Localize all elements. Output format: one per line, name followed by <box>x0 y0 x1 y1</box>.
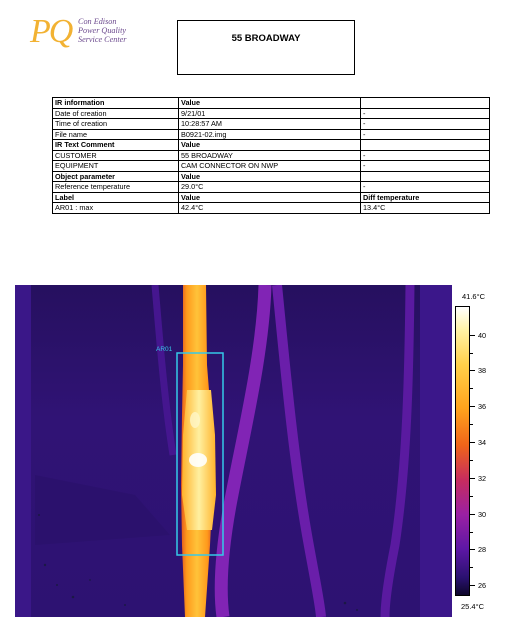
table-cell-extra: 13.4°C <box>360 202 490 214</box>
scale-tick-label: 34 <box>478 438 487 448</box>
scale-minor-tick <box>470 459 473 461</box>
scale-minor-tick <box>470 388 473 390</box>
scale-tick-label: 36 <box>478 402 487 412</box>
table-cell-label: Time of creation <box>52 118 179 130</box>
table-cell-label: Object parameter <box>52 170 179 182</box>
scale-tick-label: 40 <box>478 330 487 340</box>
report-title-box: 55 BROADWAY <box>177 20 355 75</box>
table-row: File name B0921-02.img - <box>52 128 490 140</box>
temperature-scale-axis: 40 38 36 34 32 30 28 26 <box>470 306 500 596</box>
hot-spot <box>189 453 207 467</box>
table-cell-extra: Diff temperature <box>360 191 490 203</box>
con-edison-pq-logo: PQ Con Edison Power Quality Service Cent… <box>30 14 150 54</box>
table-header-row: IR information Value <box>52 97 490 109</box>
table-cell-extra <box>360 97 490 109</box>
table-cell-value: 42.4°C <box>178 202 361 214</box>
table-header-row: Object parameter Value <box>52 170 490 182</box>
scale-minor-tick <box>470 352 473 354</box>
scale-max-label: 41.6°C <box>462 292 486 301</box>
left-wall <box>15 285 31 617</box>
thermal-scene: AR01 <box>15 285 452 617</box>
scale-tick <box>470 513 475 515</box>
table-cell-value: 29.0°C <box>178 181 361 193</box>
table-cell-value: Value <box>178 139 361 151</box>
thermal-image: AR01 <box>15 285 452 617</box>
ar01-label: AR01 <box>156 346 173 353</box>
scale-tick-label: 30 <box>478 509 487 519</box>
table-cell-value: B0921-02.img <box>178 128 361 140</box>
background-noise <box>38 514 358 611</box>
scale-minor-tick <box>470 567 473 569</box>
secondary-cable-2 <box>272 285 326 617</box>
table-cell-label: File name <box>52 128 179 140</box>
logo-mark: PQ <box>30 13 73 50</box>
table-cell-label: Reference temperature <box>52 181 179 193</box>
table-header-row: Label Value Diff temperature <box>52 191 490 203</box>
scale-tick <box>470 585 475 587</box>
table-row: CUSTOMER 55 BROADWAY - <box>52 149 490 161</box>
scale-minor-tick <box>470 495 473 497</box>
table-cell-label: Date of creation <box>52 107 179 119</box>
scale-tick-label: 28 <box>478 545 487 555</box>
ir-info-table: IR information Value Date of creation 9/21/… <box>52 97 490 214</box>
table-row: EQUIPMENT CAM CONNECTOR ON NWP - <box>52 160 490 172</box>
table-cell-label: EQUIPMENT <box>52 160 179 172</box>
table-row: Date of creation 9/21/01- <box>52 107 490 119</box>
table-cell-extra: - <box>360 107 490 119</box>
hot-spot-upper <box>190 412 200 428</box>
table-cell-extra: - <box>360 160 490 172</box>
scale-tick <box>470 370 475 372</box>
table-cell-label: IR Text Comment <box>52 139 179 151</box>
scale-minor-tick <box>470 531 473 533</box>
table-cell-value: Value <box>178 97 361 109</box>
scale-tick-label: 32 <box>478 473 487 483</box>
logo-line-1: Con Edison <box>78 17 117 26</box>
table-cell-value: 9/21/01 <box>178 107 361 119</box>
table-cell-value: Value <box>178 191 361 203</box>
logo-line-2: Power Quality <box>78 26 126 35</box>
table-cell-extra <box>360 170 490 182</box>
scale-tick-label: 38 <box>478 366 487 376</box>
table-row: Time of creation 10:28:57 AM - <box>52 118 490 130</box>
table-cell-value: 55 BROADWAY <box>178 149 361 161</box>
logo-line-3: Service Center <box>78 35 127 44</box>
scale-tick <box>470 406 475 408</box>
faint-cable <box>151 285 177 456</box>
scale-tick <box>470 442 475 444</box>
table-cell-label: AR01 : max <box>52 202 179 214</box>
scale-tick-label: 26 <box>478 581 487 591</box>
scale-tick <box>470 334 475 336</box>
table-cell-value: Value <box>178 170 361 182</box>
table-row: Reference temperature 29.0°C - <box>52 181 490 193</box>
table-cell-label: Label <box>52 191 179 203</box>
table-cell-extra: - <box>360 118 490 130</box>
secondary-cable-3 <box>380 285 415 617</box>
table-cell-extra: - <box>360 149 490 161</box>
table-cell-label: CUSTOMER <box>52 149 179 161</box>
shadow-region <box>35 475 170 545</box>
logo-text: Con Edison Power Quality Service Center <box>78 17 126 44</box>
table-cell-extra: - <box>360 128 490 140</box>
scale-min-label: 25.4°C <box>461 602 485 611</box>
scale-tick <box>470 549 475 551</box>
ar01-region-box <box>176 352 224 556</box>
table-cell-value: CAM CONNECTOR ON NWP <box>178 160 361 172</box>
table-row: AR01 : max 42.4°C 13.4°C <box>52 202 490 214</box>
temperature-colorbar <box>455 306 470 596</box>
table-cell-extra: - <box>360 181 490 193</box>
table-cell-extra <box>360 139 490 151</box>
table-header-row: IR Text Comment Value <box>52 139 490 151</box>
table-cell-value: 10:28:57 AM <box>178 118 361 130</box>
scale-minor-tick <box>470 424 473 426</box>
secondary-cable-1 <box>214 285 272 617</box>
right-wall <box>420 285 452 617</box>
report-title: 55 BROADWAY <box>231 33 301 44</box>
scale-tick <box>470 477 475 479</box>
table-cell-label: IR information <box>52 97 179 109</box>
